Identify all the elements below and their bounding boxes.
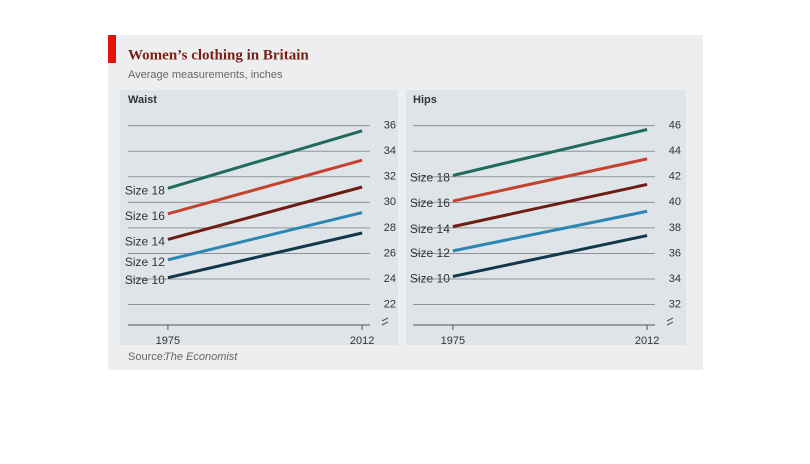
title-bar [108,35,116,63]
y-tick-label: 26 [384,247,396,259]
y-tick-label: 30 [384,196,396,208]
panel-background [406,90,686,345]
series-line [167,158,363,216]
y-tick-label: 44 [669,145,681,157]
series-line [167,231,363,280]
y-tick-label: 32 [669,298,681,310]
y-tick-label: 34 [669,273,681,285]
series-line [452,157,648,203]
source: The Economist [164,351,238,363]
series-line [167,129,363,190]
series-line [452,209,648,253]
series-line [452,128,648,177]
panel-title: Waist [128,94,157,106]
panel-title: Hips [413,94,437,106]
x-tick-label: 2012 [635,335,659,347]
x-tick-label: 1975 [441,335,465,347]
y-tick-label: 34 [384,145,396,157]
source-label: Source: [128,351,166,363]
chart-title: Women’s clothing in Britain [128,47,309,63]
y-tick-label: 42 [669,171,681,183]
series-label: Size 12 [125,255,165,269]
axis-break [381,317,389,326]
y-tick-label: 22 [384,298,396,310]
series-line [452,234,648,278]
series-label: Size 16 [410,196,450,210]
y-tick-label: 36 [384,120,396,132]
series-line [167,185,363,241]
chart-subtitle: Average measurements, inches [128,69,283,81]
axis-break [666,317,674,326]
y-tick-label: 46 [669,120,681,132]
y-tick-label: 28 [384,222,396,234]
series-label: Size 16 [125,209,165,223]
y-tick-label: 24 [384,273,396,285]
series-label: Size 18 [125,183,165,197]
y-tick-label: 40 [669,196,681,208]
y-tick-label: 32 [384,171,396,183]
y-tick-label: 36 [669,247,681,259]
series-label: Size 14 [410,222,450,236]
x-tick-label: 1975 [156,335,180,347]
series-label: Size 10 [125,273,165,287]
series-label: Size 10 [410,272,450,286]
series-label: Size 12 [410,246,450,260]
series-label: Size 18 [410,171,450,185]
series-line [452,182,648,229]
series-line [167,211,363,262]
x-tick-label: 2012 [350,335,374,347]
y-tick-label: 38 [669,222,681,234]
series-label: Size 14 [125,235,165,249]
